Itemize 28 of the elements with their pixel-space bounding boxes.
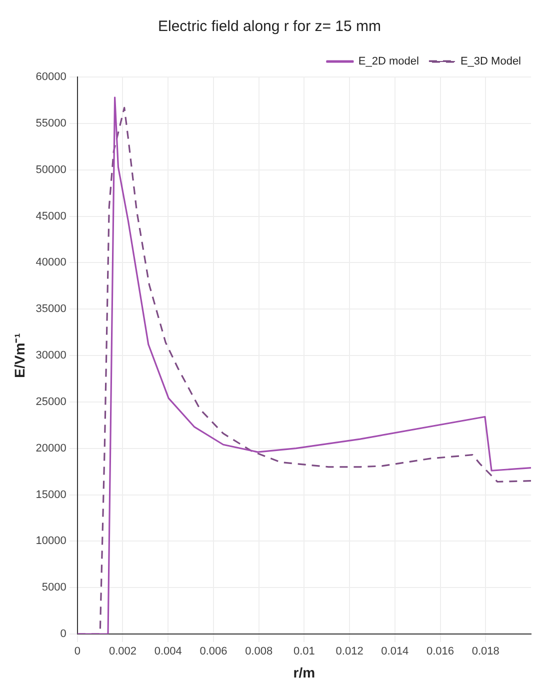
y-tick-label: 30000 (36, 350, 66, 362)
y-tick-label: 25000 (36, 396, 66, 408)
x-tick-label: 0.008 (245, 646, 273, 658)
y-tick-label: 35000 (36, 303, 66, 316)
x-tick-label: 0.01 (293, 646, 315, 658)
y-tick-label: 60000 (36, 71, 66, 84)
x-tick-label: 0.002 (108, 646, 137, 658)
x-tick-label: 0.014 (381, 646, 409, 658)
x-tick-label: 0.004 (154, 646, 182, 658)
x-axis-title: r/m (293, 664, 316, 680)
legend-label: E_2D model (358, 56, 419, 68)
y-tick-label: 0 (60, 628, 66, 640)
y-tick-label: 40000 (36, 256, 66, 269)
x-tick-label: 0.006 (200, 646, 228, 658)
y-tick-label: 55000 (36, 117, 66, 130)
x-tick-label: 0.012 (336, 646, 364, 658)
y-tick-label: 5000 (42, 582, 66, 594)
legend-label: E_3D Model (460, 56, 522, 68)
y-tick-label: 10000 (36, 535, 66, 548)
y-tick-label: 45000 (36, 210, 66, 222)
x-tick-label: 0 (74, 646, 80, 658)
y-tick-label: 20000 (36, 442, 66, 454)
y-tick-label: 50000 (36, 164, 66, 176)
x-tick-label: 0.016 (426, 646, 454, 658)
y-tick-label: 15000 (36, 488, 66, 501)
y-axis-title: E/Vm⁻¹ (11, 332, 28, 378)
chart-title: Electric field along r for z= 15 mm (158, 18, 382, 36)
x-tick-label: 0.018 (472, 646, 500, 658)
